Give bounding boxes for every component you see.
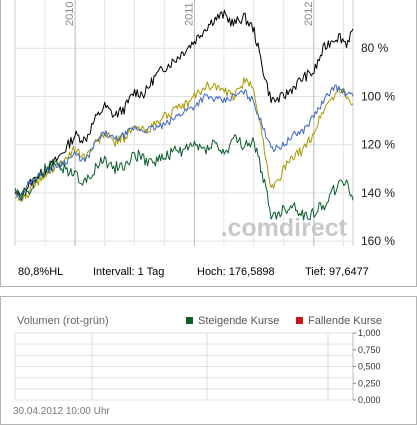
- price-grid: [14, 0, 354, 246]
- legend-falling: Fallende Kurse: [296, 315, 382, 327]
- legend-rising-label: Steigende Kurse: [198, 315, 280, 327]
- series-line-2: [14, 84, 354, 201]
- volume-grid: [14, 332, 354, 401]
- vol-y-tick-label-2: 0,500: [358, 362, 381, 372]
- y-tick-label-4: 160 %: [361, 234, 395, 248]
- legend-falling-label: Fallende Kurse: [308, 315, 382, 327]
- series-line-0: [14, 9, 354, 202]
- y-tick-label-0: 80 %: [361, 41, 389, 55]
- stats-hl: 80,8%HL: [18, 266, 64, 278]
- x-tick-labels: 2010 2011 2012: [64, 2, 315, 26]
- stats-high: Hoch: 176,5898: [197, 266, 275, 278]
- x-tick-label-1: 2011: [183, 2, 195, 26]
- stats-low: Tief: 97,6477: [305, 266, 369, 278]
- series-line-1: [14, 77, 354, 203]
- legend-falling-swatch: [296, 317, 303, 324]
- price-series-group: [14, 9, 354, 221]
- y-tick-label-1: 100 %: [361, 89, 395, 103]
- stats-interval: Intervall: 1 Tag: [93, 266, 165, 278]
- legend-rising: Steigende Kurse: [186, 315, 279, 327]
- vol-y-tick-label-0: 1,000: [358, 328, 381, 338]
- price-chart: .comdirect 2010 2011 2012 80 % 100 % 120 % 14…: [14, 0, 395, 248]
- timestamp: 30.04.2012 10:00 Uhr: [13, 406, 110, 417]
- volume-y-tick-labels: 1,000 0,750 0,500 0,250 0,000: [353, 328, 381, 405]
- y-tick-labels: 80 % 100 % 120 % 140 % 160 %: [361, 41, 395, 248]
- y-tick-label-2: 120 %: [361, 138, 395, 152]
- watermark-comdirect: .comdirect: [221, 214, 348, 242]
- x-tick-label-2: 2012: [303, 2, 315, 26]
- legend-rising-swatch: [186, 317, 193, 324]
- vol-y-tick-label-1: 0,750: [358, 345, 381, 355]
- vol-y-tick-label-4: 0,000: [358, 395, 381, 405]
- price-chart-panel: .comdirect 2010 2011 2012 80 % 100 % 120 % 14…: [0, 0, 417, 287]
- volume-chart: 1,000 0,750 0,500 0,250 0,000: [14, 328, 381, 405]
- x-tick-label-0: 2010: [64, 2, 76, 26]
- series-line-3: [14, 134, 354, 221]
- vol-y-tick-label-3: 0,250: [358, 378, 381, 388]
- volume-title: Volumen (rot-grün): [17, 315, 109, 327]
- y-tick-label-3: 140 %: [361, 186, 395, 200]
